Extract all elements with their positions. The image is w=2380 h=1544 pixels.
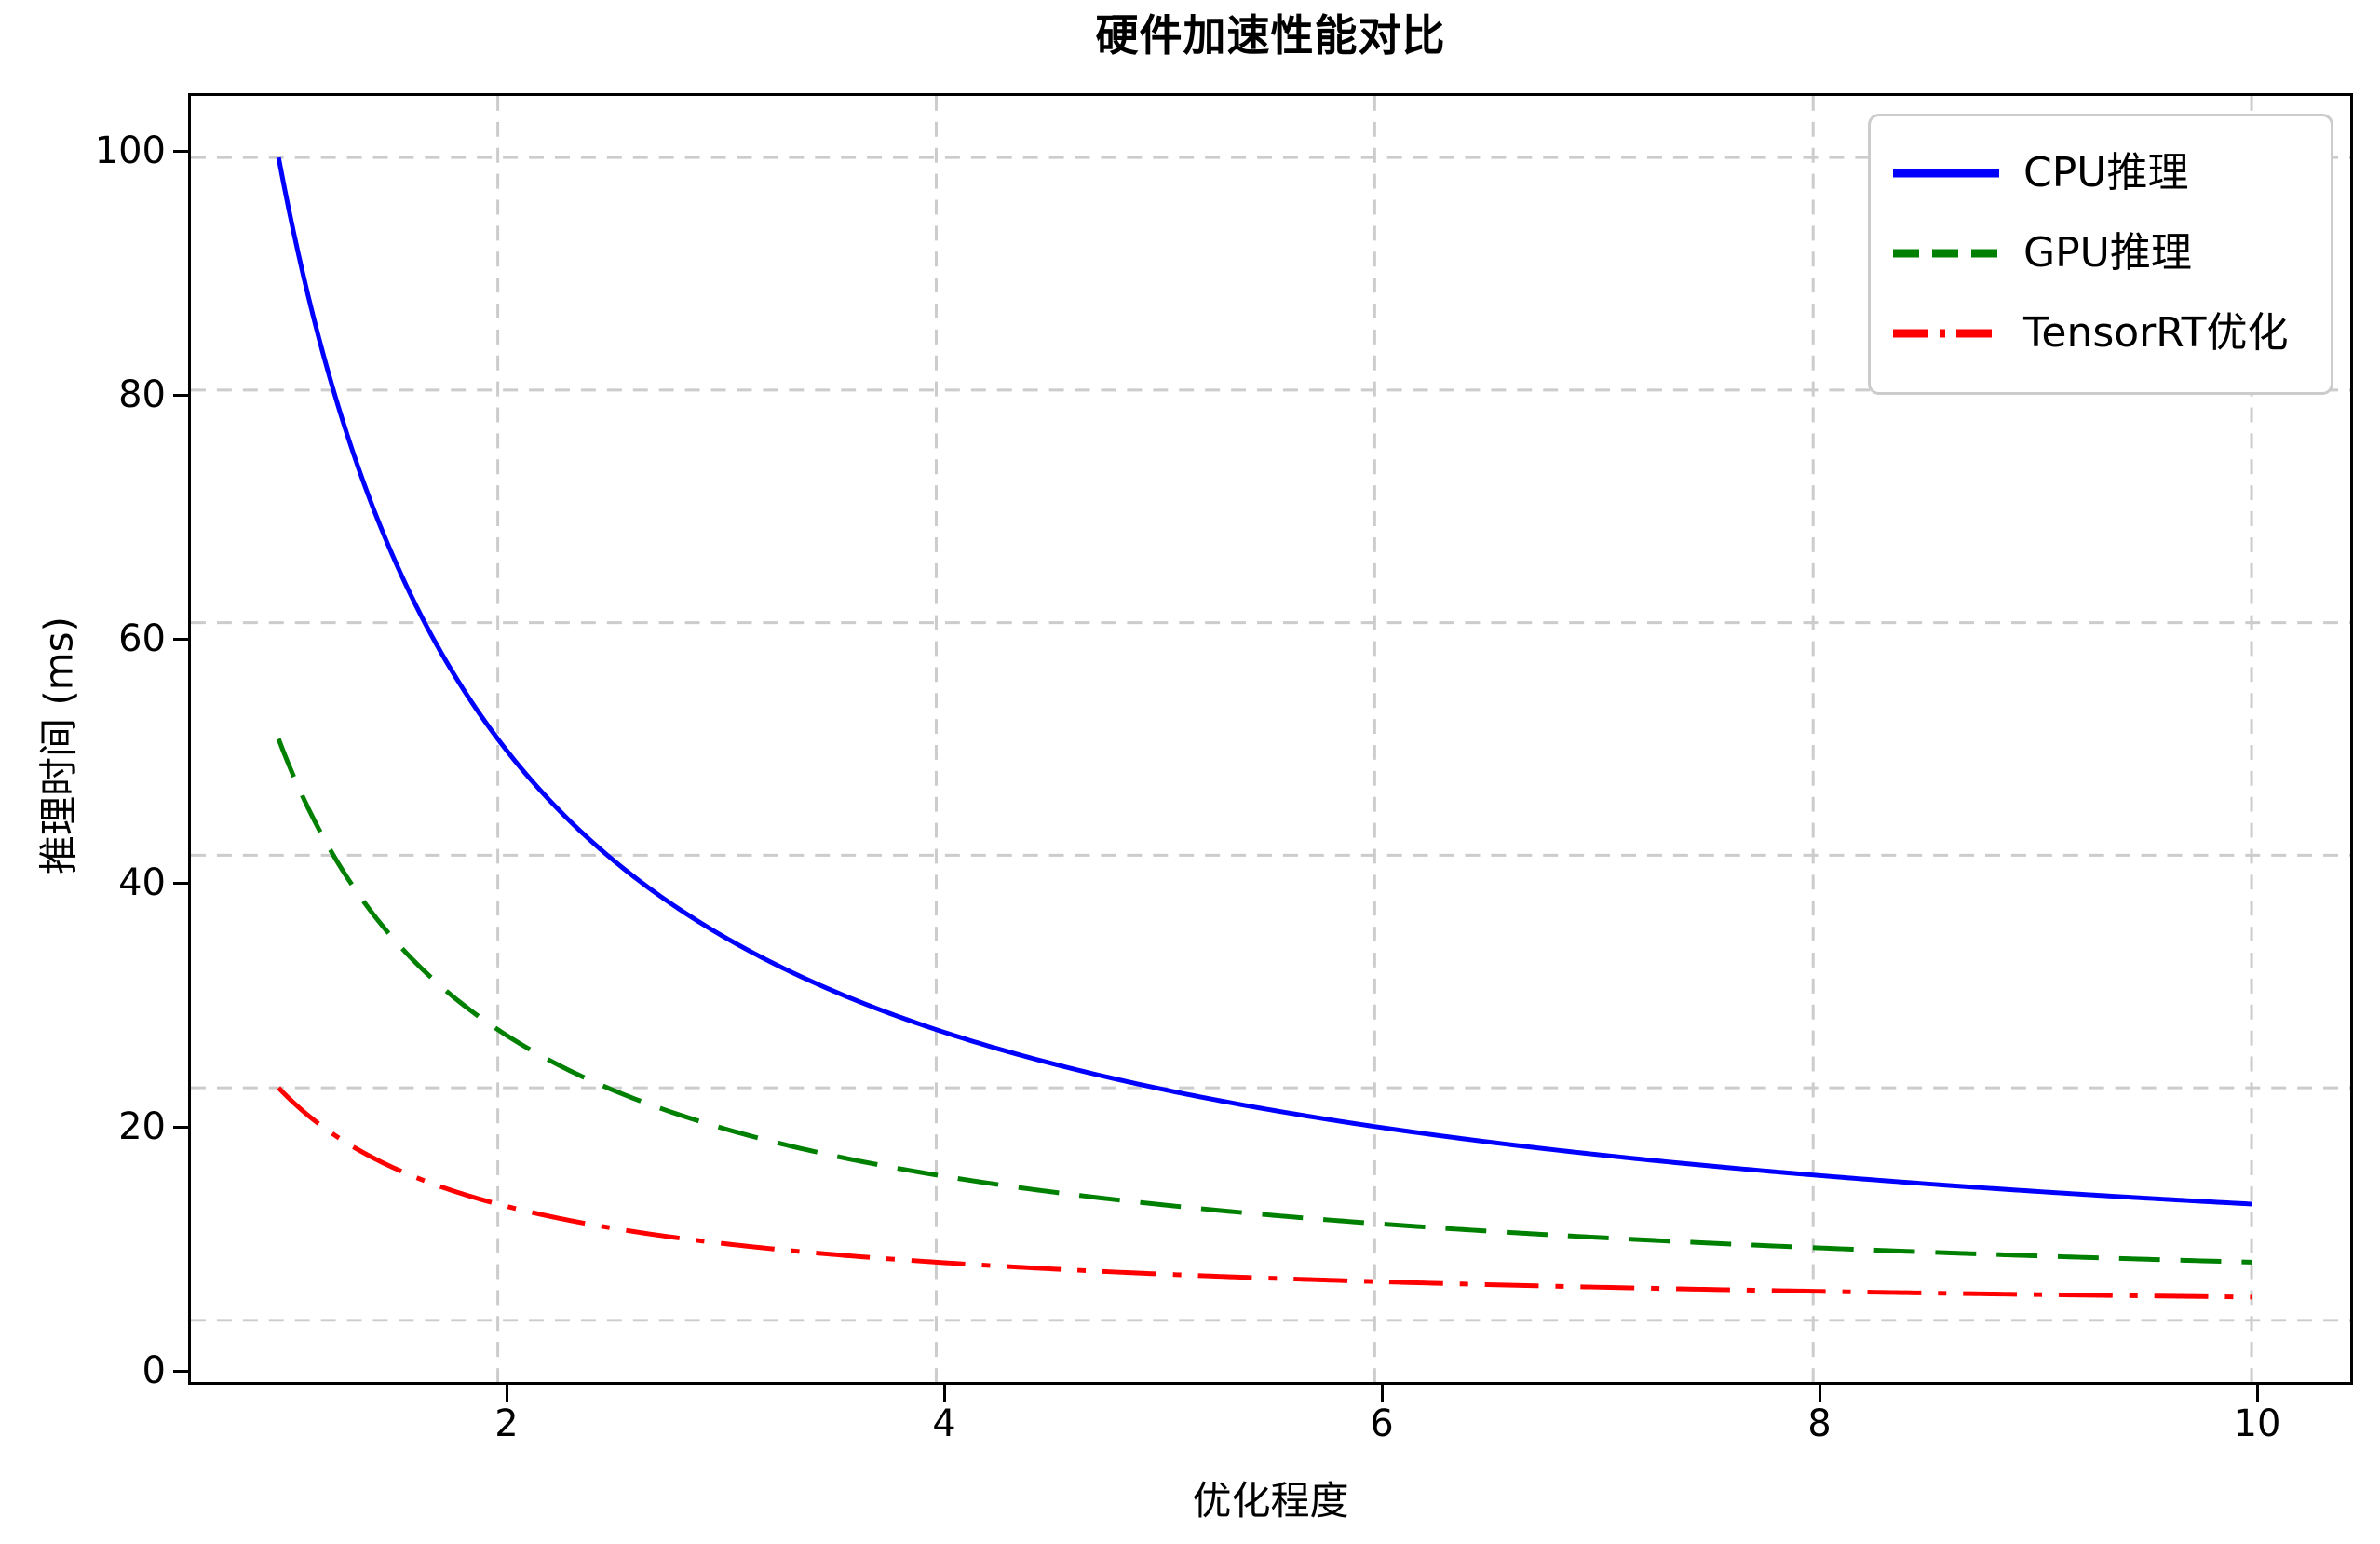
grid-lines bbox=[191, 96, 2350, 1382]
x-tick-label-2: 2 bbox=[494, 1402, 519, 1445]
legend-label-cpu: CPU推理 bbox=[2023, 149, 2189, 196]
x-tick-mark-2 bbox=[506, 1385, 508, 1402]
x-tick-mark-4 bbox=[943, 1385, 946, 1402]
x-tick-mark-10 bbox=[2256, 1385, 2259, 1402]
plot-area bbox=[188, 93, 2353, 1385]
y-tick-label-20: 20 bbox=[118, 1105, 166, 1148]
series-line-CPU推理 bbox=[276, 156, 2252, 1207]
chart-title: 硬件加速性能对比 bbox=[1095, 10, 1446, 61]
series-line-TensorRT优化 bbox=[277, 1086, 2252, 1300]
y-axis-label: 推理时间 (ms) bbox=[35, 616, 82, 874]
x-tick-label-4: 4 bbox=[932, 1402, 956, 1445]
y-tick-label-100: 100 bbox=[94, 129, 166, 172]
legend-label-gpu: GPU推理 bbox=[2023, 229, 2192, 277]
x-tick-label-10: 10 bbox=[2233, 1402, 2281, 1445]
plot-canvas bbox=[191, 96, 2350, 1382]
x-axis-label: 优化程度 bbox=[1192, 1478, 1349, 1524]
y-tick-mark-20 bbox=[173, 1126, 190, 1129]
legend-label-tensorrt: TensorRT优化 bbox=[2023, 309, 2289, 357]
y-tick-mark-40 bbox=[173, 882, 190, 885]
y-tick-mark-60 bbox=[173, 638, 190, 641]
x-tick-mark-8 bbox=[1819, 1385, 1821, 1402]
legend-item-cpu[interactable]: CPU推理 bbox=[1891, 133, 2310, 213]
legend-item-tensorrt[interactable]: TensorRT优化 bbox=[1891, 293, 2310, 373]
y-tick-label-60: 60 bbox=[118, 617, 166, 660]
x-tick-label-6: 6 bbox=[1370, 1402, 1394, 1445]
legend-swatch-tensorrt-line bbox=[1891, 319, 2001, 347]
y-tick-label-0: 0 bbox=[142, 1349, 166, 1392]
x-tick-label-8: 8 bbox=[1807, 1402, 1832, 1445]
legend-swatch-cpu-line bbox=[1891, 159, 2001, 187]
y-tick-label-80: 80 bbox=[118, 373, 166, 416]
x-tick-mark-6 bbox=[1381, 1385, 1384, 1402]
y-tick-mark-0 bbox=[173, 1370, 190, 1373]
series-lines bbox=[276, 156, 2252, 1300]
legend-item-gpu[interactable]: GPU推理 bbox=[1891, 213, 2310, 293]
chart-legend: CPU推理 GPU推理 TensorRT优化 bbox=[1868, 114, 2333, 395]
y-tick-label-40: 40 bbox=[118, 861, 166, 904]
y-tick-mark-80 bbox=[173, 394, 190, 397]
series-line-GPU推理 bbox=[276, 738, 2252, 1265]
legend-swatch-gpu-line bbox=[1891, 239, 2001, 267]
y-tick-mark-100 bbox=[173, 150, 190, 153]
